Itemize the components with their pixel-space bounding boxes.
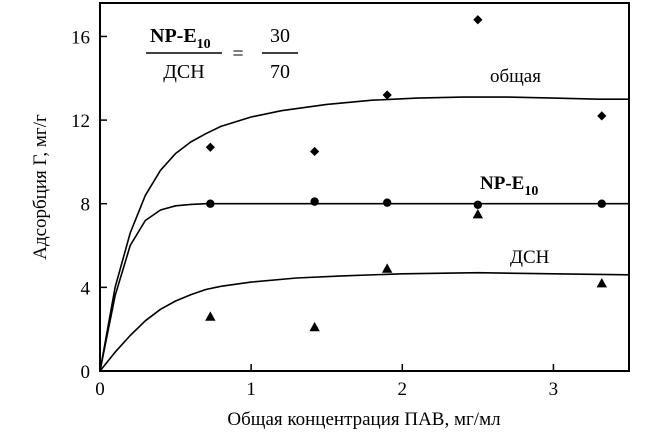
fit-curve-npe10 [99, 202, 629, 372]
series-label-npe10: NP-E10 [480, 173, 538, 199]
ratio-numerator-subscript: 10 [197, 37, 211, 52]
point-diamond [597, 111, 607, 121]
point-triangle [309, 321, 320, 332]
point-circle [597, 199, 606, 208]
point-triangle [596, 277, 607, 288]
series-label-dsn: ДСН [510, 247, 550, 268]
point-triangle [472, 208, 484, 219]
series-label-npe10-subscript: 10 [524, 184, 538, 199]
point-circle [473, 200, 483, 209]
point-diamond [473, 15, 483, 25]
series-label-total: общая [490, 66, 541, 87]
point-diamond [205, 142, 215, 152]
x-axis-label: Общая концентрация ПАВ, мг/мл [227, 409, 501, 430]
y-tick-label: 4 [81, 278, 91, 299]
x-tick-label: 2 [398, 379, 408, 400]
point-triangle [381, 263, 393, 273]
x-tick-label: 3 [549, 379, 559, 400]
point-circle [206, 199, 215, 208]
y-tick-label: 16 [71, 27, 90, 48]
ratio-top-value: 30 [270, 25, 290, 47]
ratio-equals-sign: = [232, 43, 243, 65]
x-tick-label: 1 [246, 379, 256, 400]
point-diamond [382, 90, 392, 100]
fit-curve-dsn [99, 271, 630, 372]
y-tick-label: 12 [71, 111, 90, 132]
point-circle [382, 198, 392, 207]
ratio-numerator-label: NP-E10 [150, 25, 211, 52]
x-tick-label: 0 [95, 379, 105, 400]
ratio-denominator-label: ДСН [163, 61, 204, 83]
point-diamond [310, 146, 320, 157]
data-points [205, 15, 607, 332]
fit-curve-total [99, 96, 629, 372]
point-circle [310, 197, 319, 206]
y-tick-label: 0 [81, 362, 91, 383]
point-triangle [205, 311, 216, 321]
plot-frame [99, 2, 630, 372]
ratio-bottom-value: 70 [270, 61, 290, 83]
y-axis-label: Адсорбция Г, мг/г [30, 114, 51, 260]
ratio-annotation: NP-E10 ДСН = 30 70 [146, 25, 298, 83]
fitted-curves [99, 96, 630, 372]
y-tick-label: 8 [81, 195, 91, 216]
